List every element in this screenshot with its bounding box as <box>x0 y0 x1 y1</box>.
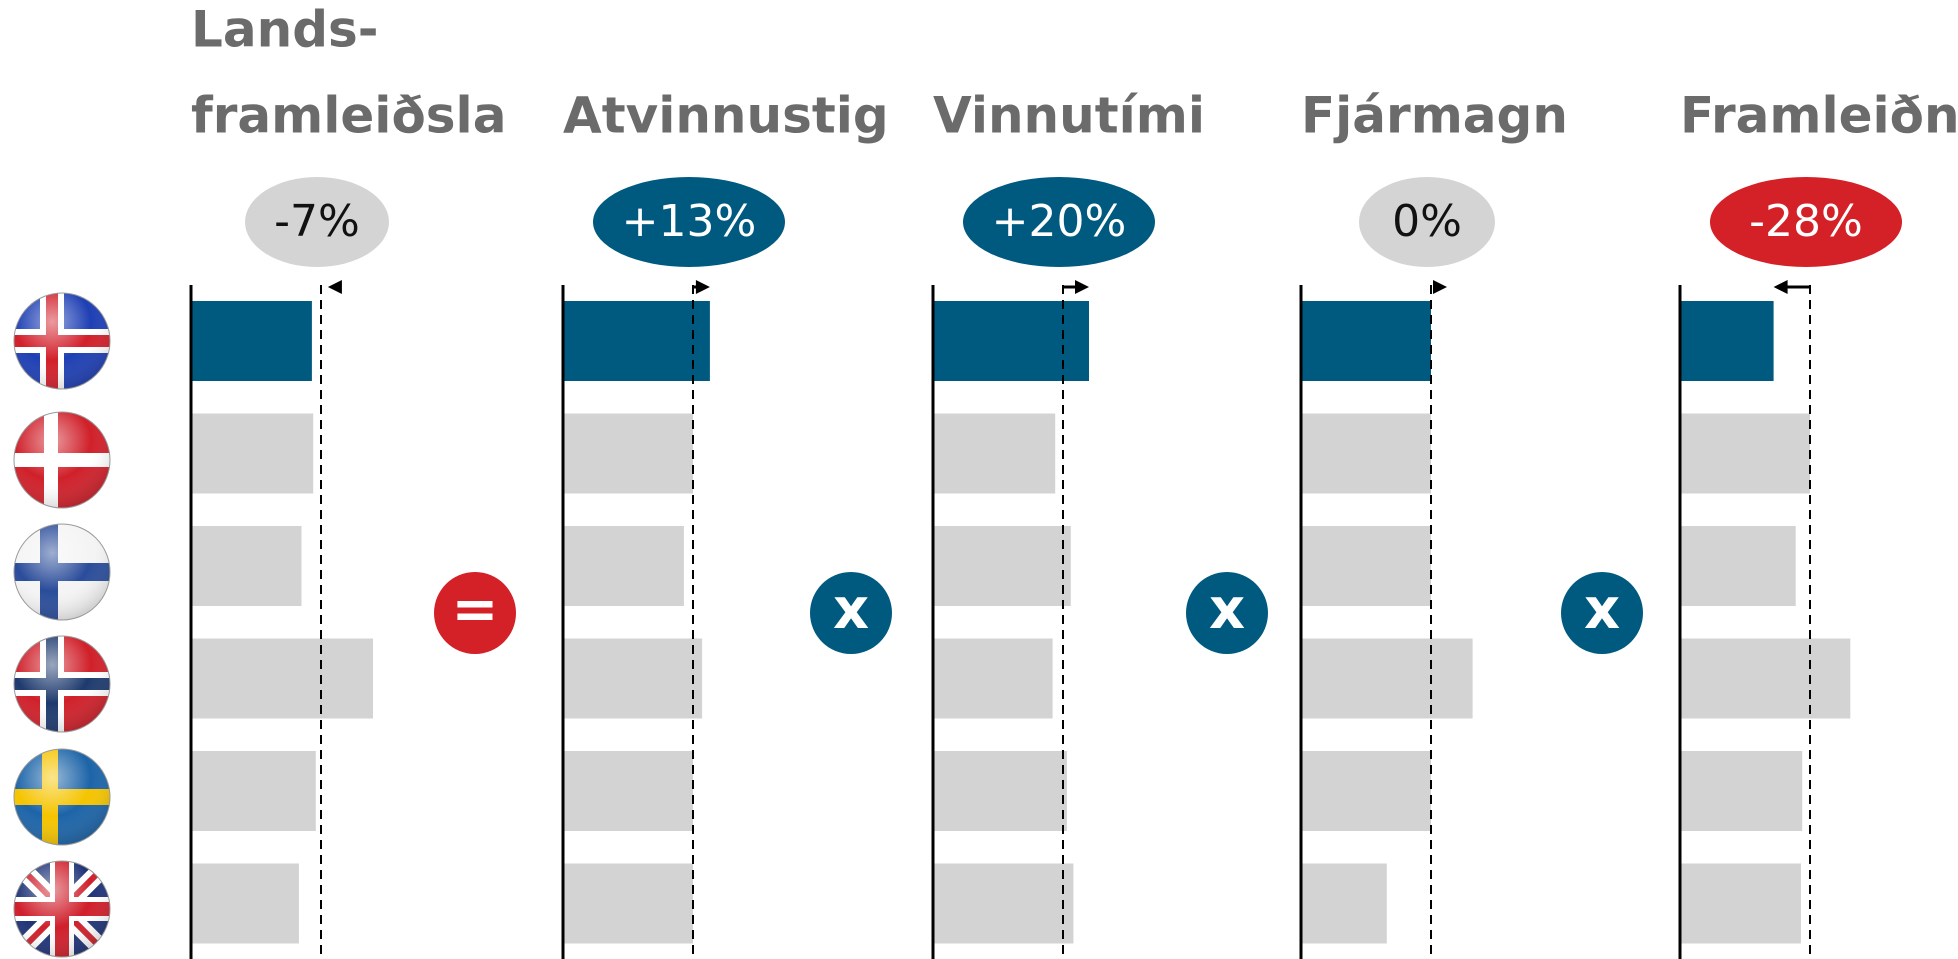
bar <box>1301 751 1431 831</box>
operator-circle <box>1186 572 1268 654</box>
bar <box>1680 413 1810 494</box>
bar <box>191 863 299 944</box>
panel-title: Atvinnustig <box>563 87 889 145</box>
operator: x <box>1584 577 1620 642</box>
bar <box>563 638 703 719</box>
bar <box>1301 413 1431 494</box>
flag-sweden <box>13 748 111 846</box>
panel-title: Framleiðni <box>1680 87 1958 145</box>
bar <box>191 526 302 606</box>
panel-title: Lands- <box>191 1 379 59</box>
change-arrowhead <box>1433 280 1447 294</box>
change-label: +13% <box>622 196 757 247</box>
panel-title: framleiðsla <box>191 87 506 145</box>
bar <box>563 751 693 831</box>
change-arrowhead <box>1075 280 1089 294</box>
change-label: -28% <box>1749 196 1863 247</box>
flag-iceland <box>13 292 111 390</box>
flag-finland <box>13 523 111 621</box>
operator-circle <box>810 572 892 654</box>
bar <box>563 863 693 944</box>
flags <box>13 292 111 958</box>
bar <box>191 638 373 719</box>
bar <box>563 413 693 494</box>
bar <box>1680 526 1796 606</box>
flag-norway <box>13 635 111 733</box>
change-label: 0% <box>1392 196 1462 247</box>
bar <box>933 863 1074 944</box>
bar <box>933 526 1071 606</box>
bar <box>191 301 312 381</box>
bar <box>191 413 314 494</box>
operator: = <box>452 577 499 642</box>
operator-circle <box>434 572 516 654</box>
change-badge <box>245 177 389 267</box>
bar <box>563 301 710 381</box>
panel-title: Vinnutími <box>933 87 1205 145</box>
change-label: +20% <box>992 196 1127 247</box>
bar <box>1301 526 1431 606</box>
bar <box>933 413 1056 494</box>
bar <box>1680 638 1851 719</box>
bar <box>933 301 1089 381</box>
operator: x <box>1209 577 1245 642</box>
bar <box>1680 301 1774 381</box>
change-label: -7% <box>274 196 360 247</box>
operator: x <box>833 577 869 642</box>
bar <box>1680 751 1803 831</box>
change-arrowhead <box>695 280 710 294</box>
flag-denmark <box>13 411 111 509</box>
bar <box>1301 301 1431 381</box>
change-arrowhead <box>1773 280 1788 294</box>
bar <box>933 751 1067 831</box>
bar <box>933 638 1053 719</box>
change-badge <box>963 177 1155 267</box>
panel-title: Fjármagn <box>1301 87 1568 145</box>
bar <box>1301 863 1387 944</box>
change-badge <box>593 177 785 267</box>
bar <box>191 751 316 831</box>
flag-uk <box>13 860 111 958</box>
operator-circle <box>1561 572 1643 654</box>
bar <box>1301 638 1473 719</box>
change-arrowhead <box>327 280 342 294</box>
change-badge <box>1359 177 1495 267</box>
bar <box>563 526 684 606</box>
change-badge <box>1710 177 1902 267</box>
bar <box>1680 863 1801 944</box>
